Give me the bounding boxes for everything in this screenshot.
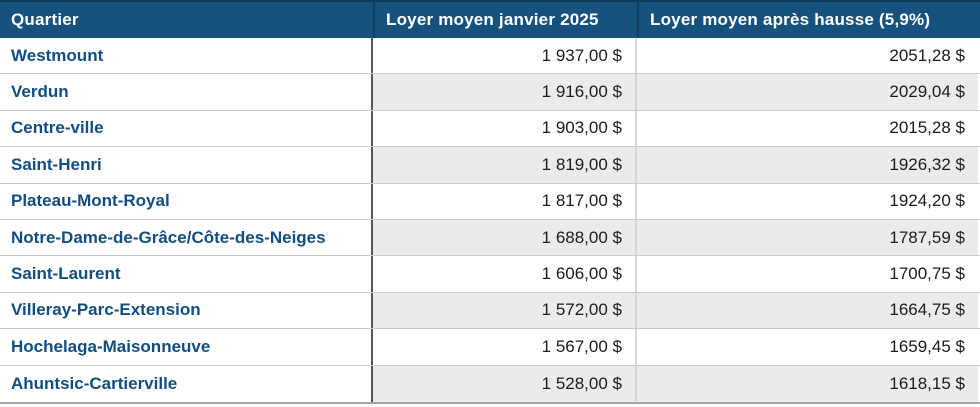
table-row: Westmount 1 937,00 $ 2051,28 $: [0, 38, 980, 75]
loyer-apres-hausse-cell: 1787,59 $: [635, 219, 978, 256]
quartier-cell: Plateau-Mont-Royal: [0, 183, 373, 219]
quartier-cell: Centre-ville: [0, 110, 373, 147]
column-header-loyer-janvier: Loyer moyen janvier 2025: [373, 2, 637, 38]
table-row: Saint-Henri 1 819,00 $ 1926,32 $: [0, 147, 980, 184]
quartier-cell: Notre-Dame-de-Grâce/Côte-des-Neiges: [0, 219, 373, 256]
loyer-janvier-cell: 1 819,00 $: [373, 147, 635, 183]
quartier-cell: Hochelaga-Maisonneuve: [0, 329, 373, 365]
loyer-janvier-cell: 1 688,00 $: [373, 219, 635, 256]
loyer-janvier-cell: 1 903,00 $: [373, 110, 635, 147]
quartier-cell: Westmount: [0, 38, 373, 74]
loyer-janvier-cell: 1 572,00 $: [373, 292, 635, 329]
quartier-cell: Saint-Laurent: [0, 256, 373, 292]
loyer-janvier-cell: 1 606,00 $: [373, 256, 635, 292]
table-row: Villeray-Parc-Extension 1 572,00 $ 1664,…: [0, 292, 980, 330]
table-row: Centre-ville 1 903,00 $ 2015,28 $: [0, 110, 980, 148]
loyer-apres-hausse-cell: 1926,32 $: [635, 147, 978, 183]
loyer-janvier-cell: 1 817,00 $: [373, 183, 635, 219]
column-header-loyer-apres-hausse: Loyer moyen après hausse (5,9%): [637, 2, 980, 38]
loyer-janvier-cell: 1 937,00 $: [373, 38, 635, 74]
loyer-apres-hausse-cell: 1618,15 $: [635, 365, 978, 402]
quartier-cell: Saint-Henri: [0, 147, 373, 183]
table-row: Saint-Laurent 1 606,00 $ 1700,75 $: [0, 256, 980, 293]
table-row: Notre-Dame-de-Grâce/Côte-des-Neiges 1 68…: [0, 219, 980, 257]
loyer-apres-hausse-cell: 1924,20 $: [635, 183, 978, 219]
quartier-cell: Villeray-Parc-Extension: [0, 292, 373, 329]
loyer-apres-hausse-cell: 2029,04 $: [635, 74, 978, 110]
loyer-apres-hausse-cell: 1700,75 $: [635, 256, 978, 292]
loyer-apres-hausse-cell: 2051,28 $: [635, 38, 978, 74]
table-row: Plateau-Mont-Royal 1 817,00 $ 1924,20 $: [0, 183, 980, 220]
table-row: Hochelaga-Maisonneuve 1 567,00 $ 1659,45…: [0, 329, 980, 366]
loyer-janvier-cell: 1 528,00 $: [373, 365, 635, 402]
loyer-janvier-cell: 1 567,00 $: [373, 329, 635, 365]
loyer-apres-hausse-cell: 1659,45 $: [635, 329, 978, 365]
column-header-quartier: Quartier: [11, 10, 79, 29]
table-body: Westmount 1 937,00 $ 2051,28 $ Verdun 1 …: [0, 38, 980, 402]
quartier-cell: Ahuntsic-Cartierville: [0, 365, 373, 402]
table-row: Verdun 1 916,00 $ 2029,04 $: [0, 74, 980, 111]
loyer-apres-hausse-cell: 1664,75 $: [635, 292, 978, 329]
quartier-cell: Verdun: [0, 74, 373, 110]
loyer-apres-hausse-cell: 2015,28 $: [635, 110, 978, 147]
table-row: Ahuntsic-Cartierville 1 528,00 $ 1618,15…: [0, 365, 980, 402]
loyer-janvier-cell: 1 916,00 $: [373, 74, 635, 110]
table-header-row: Quartier Loyer moyen janvier 2025 Loyer …: [0, 0, 980, 38]
